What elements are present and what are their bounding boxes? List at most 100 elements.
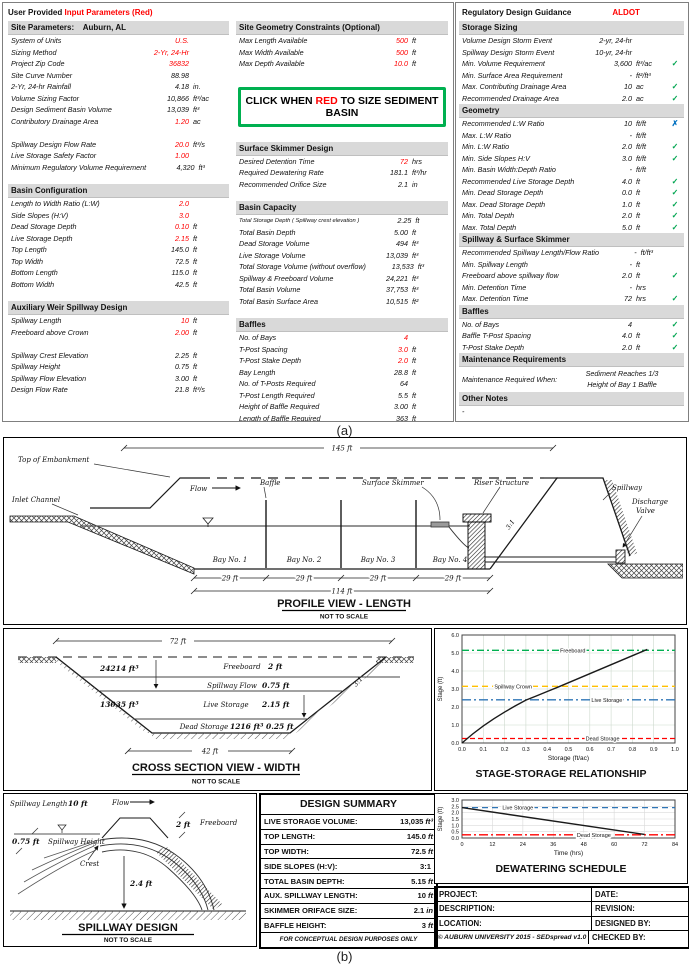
param-row: Design Flow Rate 21.8 ft³/s — [8, 384, 229, 396]
param-value-cell[interactable]: 115.0 — [171, 268, 189, 278]
guidance-label: Recommended Spillway Length/Flow Ratio — [462, 248, 600, 258]
guidance-row: Min. Basin Width:Depth Ratio - ft/ft — [459, 164, 684, 176]
summary-footer-note: FOR CONCEPTUAL DESIGN PURPOSES ONLY — [261, 932, 436, 946]
size-basin-button[interactable]: CLICK WHEN RED TO SIZE SEDIMENT BASIN — [238, 86, 446, 127]
svg-text:Live Storage: Live Storage — [591, 698, 622, 704]
guidance-unit: ft — [636, 271, 640, 281]
label-inlet-channel: Inlet Channel — [11, 496, 60, 504]
param-value-cell[interactable]: 37,753 — [386, 285, 408, 295]
param-unit: hrs — [412, 156, 422, 166]
top-dimension — [52, 637, 396, 645]
param-value-cell[interactable]: U.S. — [175, 36, 189, 46]
nappe-flow-curves — [99, 837, 215, 911]
dim-29ft-1: 29 ft — [221, 575, 239, 583]
section-header: Basin Configuration — [8, 184, 229, 198]
param-row: Height of Baffle Required 3.00 ft — [236, 401, 448, 413]
param-value-cell[interactable]: 3.0 — [179, 210, 189, 220]
svg-text:Stage (ft): Stage (ft) — [438, 807, 444, 832]
param-value-cell[interactable]: 10 — [181, 316, 189, 326]
param-label: Length to Width Ratio (L:W) — [11, 199, 100, 209]
param-row: Desired Detention Time 72 hrs — [236, 156, 448, 168]
svg-text:1.5: 1.5 — [451, 817, 459, 823]
param-unit: in — [412, 179, 418, 189]
check-icon: ✓ — [671, 342, 679, 352]
param-value-cell[interactable]: 3.00 — [394, 402, 408, 412]
location-field[interactable]: LOCATION: — [436, 916, 592, 930]
guidance-row: Max. Total Depth 5.0 ft ✓ — [459, 222, 684, 234]
param-value-cell[interactable]: 0.75 — [175, 362, 189, 372]
section-header: Surface Skimmer Design — [236, 141, 448, 156]
date-field[interactable]: DATE: — [595, 890, 619, 900]
spillway-design-title: SPILLWAY DESIGN — [78, 922, 178, 934]
param-value-cell[interactable]: 72 — [400, 156, 408, 166]
param-value-cell[interactable]: 28.8 — [394, 367, 408, 377]
value-dead-storage-volume: 1216 ft³ — [230, 722, 264, 731]
bottom-dimension — [124, 747, 296, 755]
param-value-cell[interactable]: 494 — [396, 239, 408, 249]
section-header: Site Parameters: Auburn, AL — [8, 21, 229, 35]
panel-title: User Provided Input Parameters (Red) — [8, 5, 229, 21]
param-value-cell[interactable]: 2.00 — [175, 327, 189, 337]
summary-row: TOP WIDTH: 72.5 ft — [261, 843, 436, 859]
spillway-design-diagram: Spillway Length 10 ft Flow 2 ft Freeboar… — [10, 799, 246, 943]
param-value-cell[interactable]: 10.0 — [394, 59, 408, 69]
param-value-cell[interactable]: 500 — [396, 47, 408, 57]
title-block-row: PROJECT: DATE: — [436, 888, 688, 902]
param-label: Bay Length — [239, 367, 276, 377]
description-field[interactable]: DESCRIPTION: — [436, 902, 592, 916]
param-value-cell[interactable]: 500 — [396, 36, 408, 46]
revision-field[interactable]: REVISION: — [595, 904, 635, 914]
summary-label: TOP LENGTH: — [264, 832, 316, 842]
param-value-cell[interactable]: 4,320 — [176, 162, 195, 172]
param-value-cell[interactable]: 145.0 — [171, 245, 189, 255]
param-value-cell[interactable]: 1.00 — [175, 151, 189, 161]
project-field[interactable]: PROJECT: — [436, 888, 592, 902]
param-value-cell[interactable]: 72.5 — [175, 256, 189, 266]
param-value-cell[interactable]: 3.00 — [175, 373, 189, 383]
designed-by-field[interactable]: DESIGNED BY: — [595, 918, 651, 928]
profile-view-title: PROFILE VIEW - LENGTH — [277, 598, 411, 610]
panel-title-black: User Provided — [8, 8, 65, 17]
param-value-cell[interactable]: 10,515 — [386, 296, 408, 306]
dam-crest-outline — [101, 817, 169, 839]
param-value-cell[interactable]: 88.98 — [171, 70, 189, 80]
param-value-cell[interactable]: 5.00 — [394, 227, 408, 237]
param-value-cell[interactable]: 20.0 — [175, 139, 189, 149]
param-value-cell[interactable]: 5.5 — [398, 390, 408, 400]
param-value-cell[interactable]: 36832 — [169, 59, 189, 69]
svg-text:0.4: 0.4 — [543, 747, 551, 753]
param-value-cell[interactable]: 363 — [396, 413, 408, 422]
param-value-cell[interactable]: 21.8 — [175, 385, 189, 395]
param-value-cell[interactable]: 0.10 — [175, 222, 189, 232]
param-value-cell[interactable]: 13,039 — [167, 105, 189, 115]
param-value-cell[interactable]: 64 — [400, 379, 408, 389]
param-value-cell[interactable]: 2.25 — [175, 350, 189, 360]
param-value-cell[interactable]: 181.1 — [390, 168, 408, 178]
design-summary-title: DESIGN SUMMARY — [299, 798, 398, 810]
param-value-cell[interactable]: 2.1 — [398, 179, 408, 189]
param-row — [8, 127, 229, 139]
agency-value[interactable]: ALDOT — [612, 8, 640, 17]
param-value-cell[interactable]: 24,221 — [386, 273, 408, 283]
guidance-row: No. of Bays 4 ✓ — [459, 319, 684, 331]
svg-text:0.1: 0.1 — [479, 747, 487, 753]
param-value-cell[interactable]: 1.20 — [175, 116, 189, 126]
param-value-cell[interactable]: 2.0 — [179, 199, 189, 209]
param-value-cell[interactable]: 13,533 — [391, 262, 414, 272]
svg-text:0.2: 0.2 — [501, 747, 509, 753]
checked-by-field[interactable]: CHECKED BY: — [592, 933, 646, 943]
param-value-cell[interactable]: 2.15 — [175, 233, 189, 243]
param-value-cell[interactable]: 2.25 — [397, 216, 412, 226]
param-value-cell[interactable]: 13,039 — [386, 250, 408, 260]
notes-value[interactable]: - — [462, 407, 465, 417]
label-live-storage: Live Storage — [202, 701, 248, 709]
param-value-cell[interactable]: 4 — [404, 333, 408, 343]
param-value-cell[interactable]: 4.18 — [175, 82, 189, 92]
guidance-label: Spillway Design Storm Event — [462, 47, 555, 57]
param-label: Design Flow Rate — [11, 385, 68, 395]
param-value-cell[interactable]: 10,866 — [167, 93, 189, 103]
param-value-cell[interactable]: 42.5 — [175, 279, 189, 289]
param-value-cell[interactable]: 2.0 — [398, 356, 408, 366]
param-value-cell[interactable]: 2-Yr, 24-Hr — [153, 47, 189, 57]
param-value-cell[interactable]: 3.0 — [398, 344, 408, 354]
